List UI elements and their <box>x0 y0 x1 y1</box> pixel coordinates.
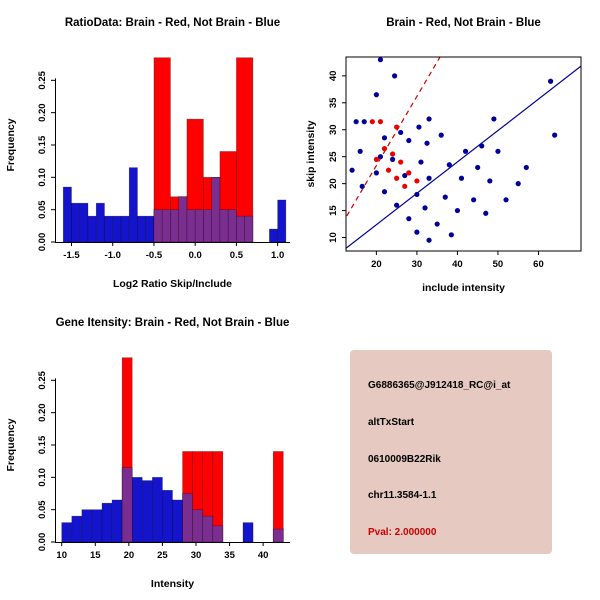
svg-text:0.5: 0.5 <box>230 250 244 261</box>
svg-text:35: 35 <box>328 97 339 108</box>
svg-text:30: 30 <box>412 259 423 270</box>
svg-text:0.20: 0.20 <box>37 103 48 122</box>
svg-text:skip intensity: skip intensity <box>305 120 317 187</box>
svg-text:15: 15 <box>328 205 339 216</box>
gene-symbol-text: 0610009B22Rik <box>368 453 441 465</box>
probe-id-text: G6886365@J912418_RC@i_at <box>368 380 511 391</box>
svg-text:0.25: 0.25 <box>37 70 48 89</box>
svg-text:20: 20 <box>371 259 382 270</box>
svg-text:10: 10 <box>328 232 339 243</box>
pval-text: Pval: 2.000000 <box>368 527 437 538</box>
svg-text:25: 25 <box>157 550 168 561</box>
svg-text:Brain - Red, Not Brain - Blue: Brain - Red, Not Brain - Blue <box>386 17 541 29</box>
svg-text:60: 60 <box>533 259 544 270</box>
gene-info-box: G6886365@J912418_RC@i_at altTxStart 0610… <box>350 350 552 554</box>
svg-text:15: 15 <box>90 550 101 561</box>
svg-text:Gene Itensity: Brain - Red, No: Gene Itensity: Brain - Red, Not Brain - … <box>56 317 290 329</box>
svg-text:0.00: 0.00 <box>37 233 48 252</box>
svg-text:35: 35 <box>224 550 235 561</box>
ratio-histogram-chart: -1.5 -1.0 -0.5 0.0 0.5 1.0 0.00 0.05 0.10 0.15 0.2… <box>5 17 290 290</box>
svg-text:0.15: 0.15 <box>37 435 48 454</box>
svg-text:Frequency: Frequency <box>5 118 17 171</box>
svg-text:Log2 Ratio Skip/Include: Log2 Ratio Skip/Include <box>113 278 232 290</box>
svg-text:25: 25 <box>328 151 339 162</box>
svg-text:10: 10 <box>56 550 67 561</box>
svg-text:40: 40 <box>328 71 339 82</box>
svg-text:30: 30 <box>328 124 339 135</box>
svg-text:1.0: 1.0 <box>271 250 284 261</box>
event-type-text: altTxStart <box>368 416 415 428</box>
svg-text:30: 30 <box>191 550 202 561</box>
svg-text:0.0: 0.0 <box>189 250 202 261</box>
svg-text:40: 40 <box>452 259 463 270</box>
svg-text:0.15: 0.15 <box>37 135 48 154</box>
gene-intensity-histogram-chart: 10 15 20 25 30 35 40 0.00 0.05 0.10 0.15 0.20 0.25 Ge… <box>5 317 290 590</box>
svg-text:20: 20 <box>328 178 339 189</box>
svg-text:0.10: 0.10 <box>37 168 48 187</box>
svg-text:Intensity: Intensity <box>151 578 194 590</box>
svg-text:0.20: 0.20 <box>37 403 48 422</box>
svg-text:Frequency: Frequency <box>5 418 17 471</box>
svg-text:50: 50 <box>493 259 504 270</box>
svg-text:include intensity: include intensity <box>422 282 505 294</box>
svg-text:-1.5: -1.5 <box>63 250 80 261</box>
svg-text:0.00: 0.00 <box>37 533 48 552</box>
svg-text:-0.5: -0.5 <box>146 250 163 261</box>
intensity-scatter-chart: 20 30 40 50 60 10 15 20 25 30 35 40 Brain - Red, Not… <box>305 17 582 294</box>
svg-text:RatioData: Brain - Red, Not Br: RatioData: Brain - Red, Not Brain - Blue <box>65 17 280 29</box>
location-text: chr11.3584-1.1 <box>368 490 437 502</box>
svg-text:40: 40 <box>258 550 269 561</box>
svg-text:0.10: 0.10 <box>37 468 48 487</box>
svg-text:-1.0: -1.0 <box>105 250 121 261</box>
svg-text:20: 20 <box>124 550 135 561</box>
svg-text:0.05: 0.05 <box>37 500 48 519</box>
gene-info-panel: G6886365@J912418_RC@i_at altTxStart 0610… <box>300 300 600 600</box>
svg-text:0.05: 0.05 <box>37 200 48 219</box>
svg-text:0.25: 0.25 <box>37 370 48 389</box>
